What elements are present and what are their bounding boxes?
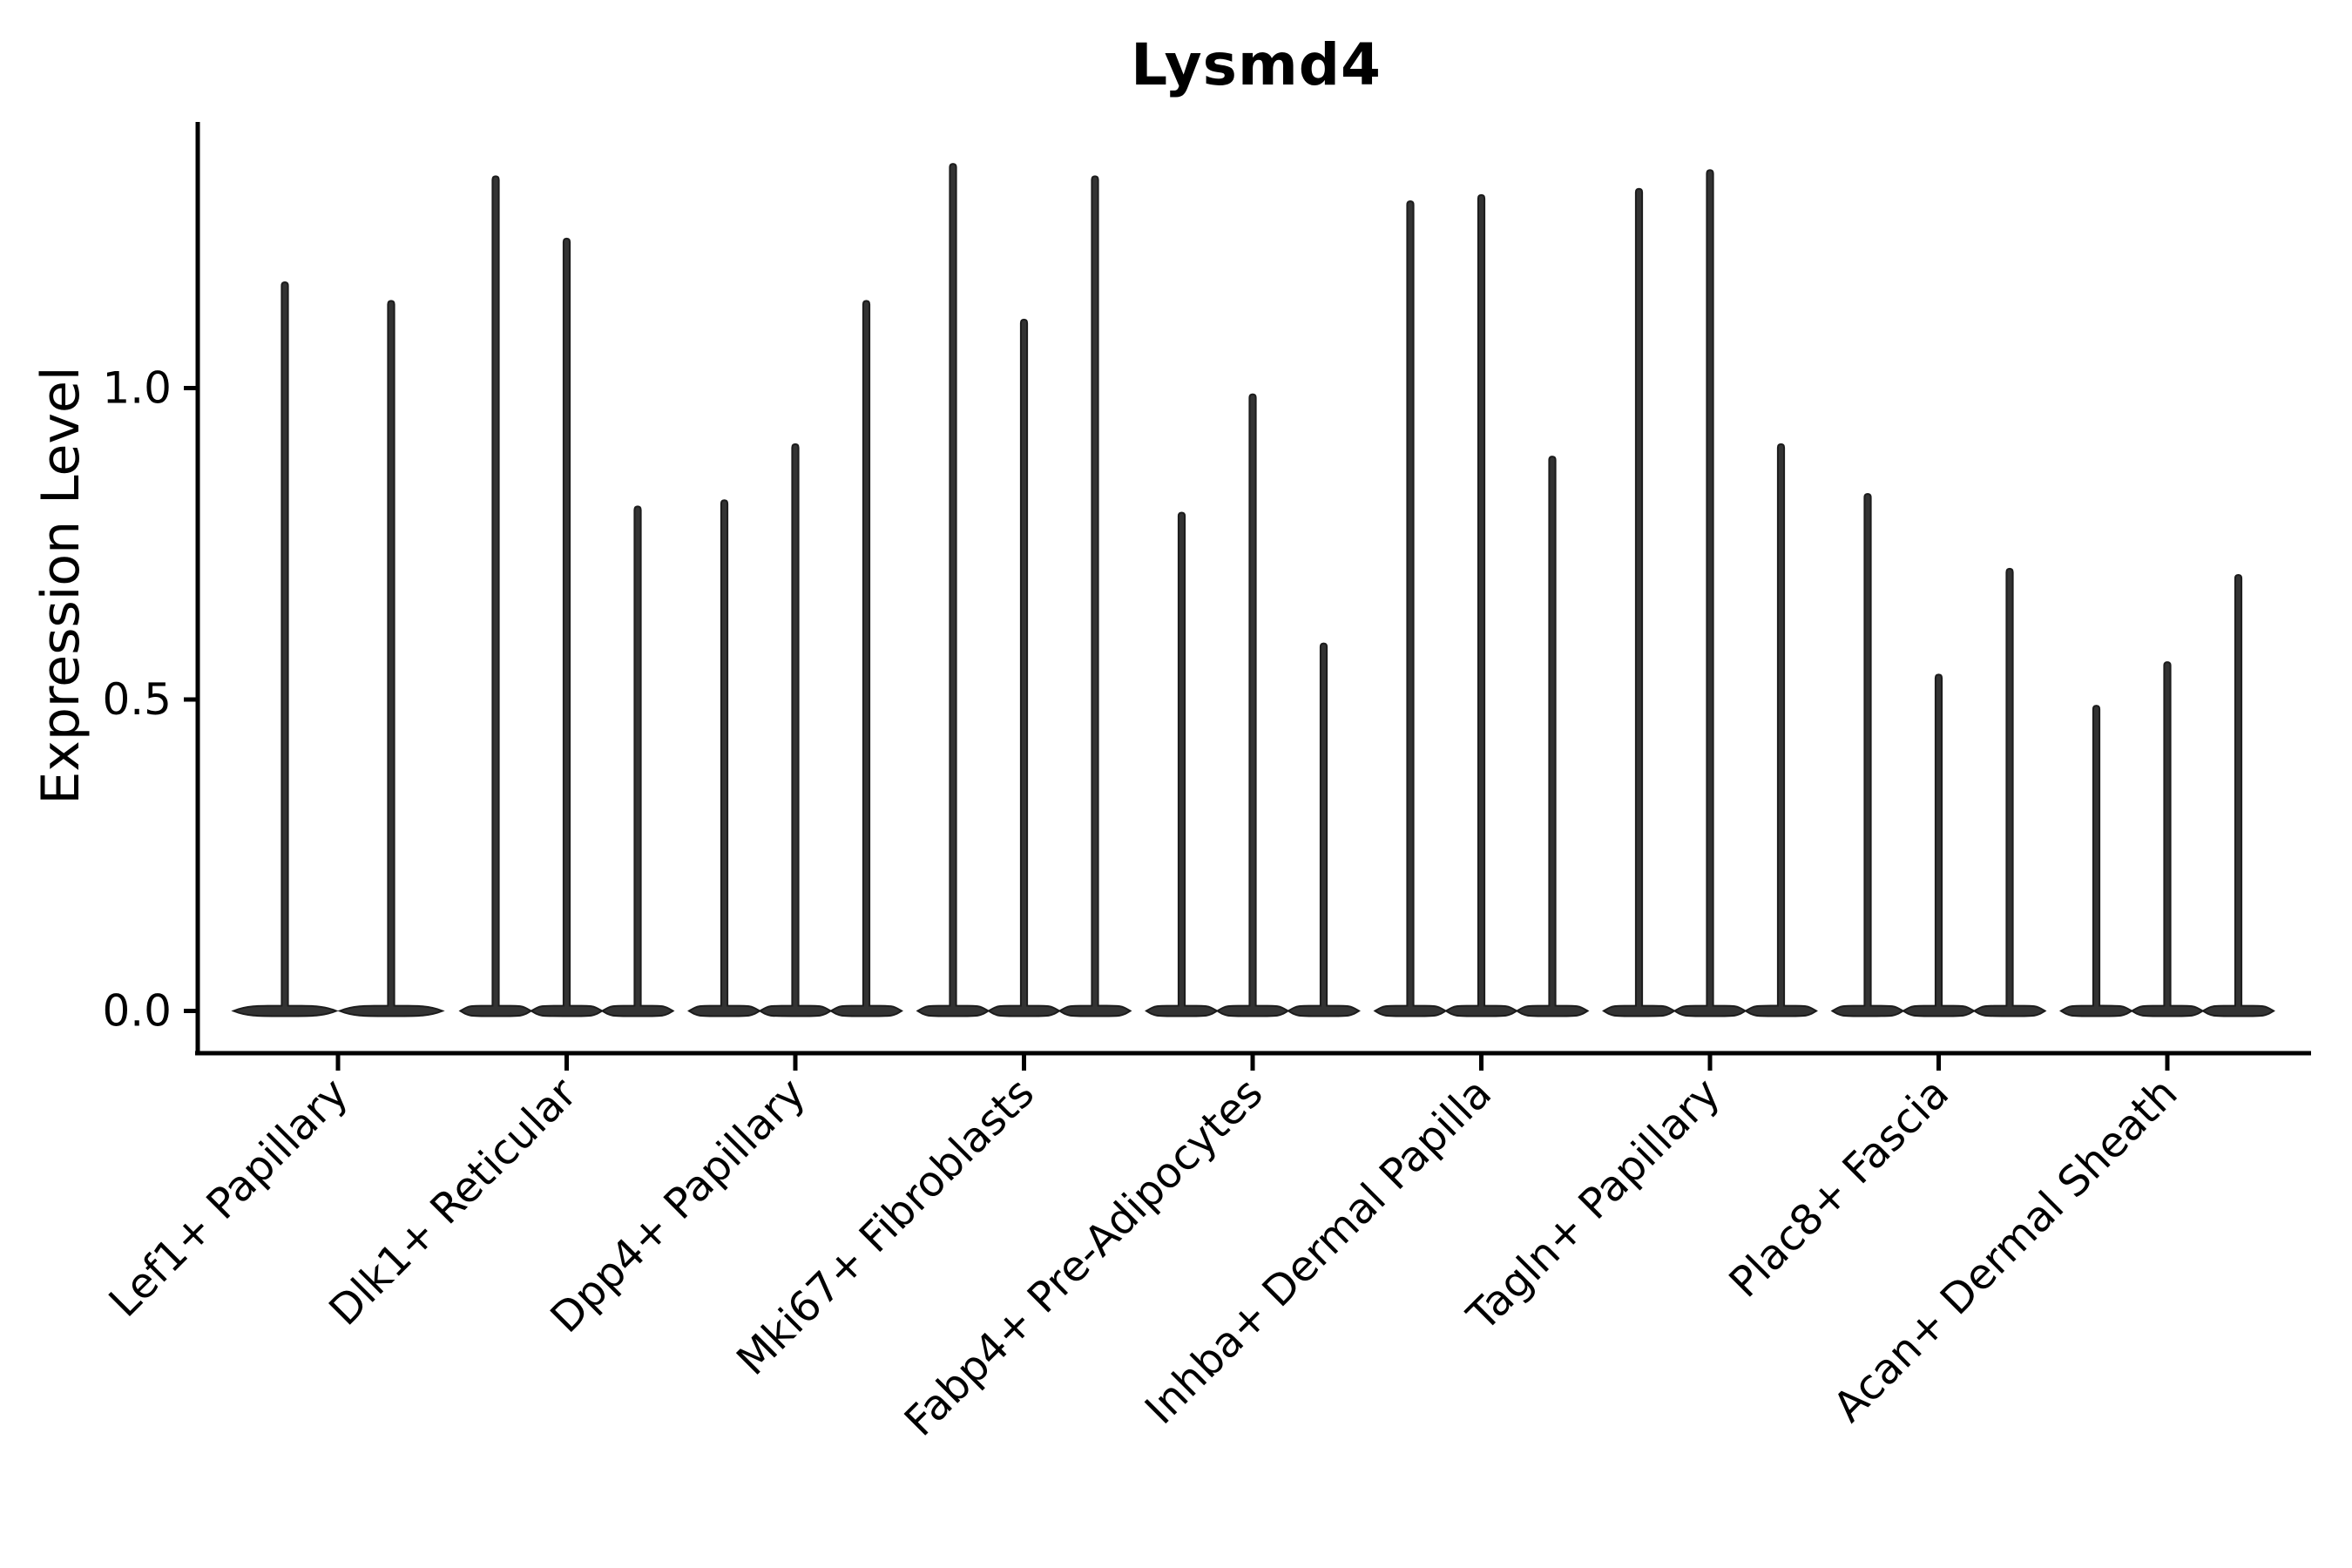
x-category-label: Plac8+ Fascia (1720, 1069, 1958, 1308)
violin-8-1 (2130, 661, 2205, 1017)
violin-1-0 (458, 175, 533, 1017)
violin-7-0 (1830, 493, 1905, 1017)
violin-4-1 (1215, 393, 1290, 1017)
violin-3-2 (1058, 175, 1132, 1017)
y-tick-label: 0.5 (102, 674, 172, 725)
y-tick-label: 0.0 (102, 986, 172, 1037)
violin-3-1 (987, 318, 1061, 1017)
violin-7-1 (1902, 673, 1976, 1017)
violin-1-2 (600, 505, 675, 1017)
y-tick-label: 1.0 (102, 363, 172, 414)
x-category-label: Lef1+ Papillary (100, 1069, 358, 1327)
violin-8-2 (2201, 573, 2275, 1017)
plot-title: Lysmd4 (1131, 31, 1382, 98)
violin-2-1 (758, 443, 833, 1017)
violin-4-2 (1287, 642, 1361, 1017)
x-category-label: Dlk1+ Reticular (320, 1069, 586, 1335)
violin-5-2 (1515, 456, 1590, 1017)
violin-3-0 (916, 163, 990, 1017)
violin-5-1 (1444, 193, 1518, 1017)
violin-1-1 (530, 237, 604, 1017)
violin-8-0 (2059, 705, 2133, 1017)
violin-2-2 (829, 300, 903, 1017)
violin-7-2 (1972, 567, 2047, 1017)
violin-6-2 (1744, 443, 1818, 1017)
violin-6-0 (1602, 187, 1676, 1017)
violin-0-1 (337, 300, 445, 1017)
violin-2-0 (687, 499, 761, 1017)
violin-6-1 (1673, 169, 1747, 1017)
x-category-label: Tagln+ Papillary (1457, 1069, 1729, 1341)
violin-4-0 (1145, 511, 1219, 1017)
violin-5-0 (1373, 199, 1448, 1017)
x-category-label: Dpp4+ Papillary (541, 1069, 814, 1342)
violin-0-0 (231, 280, 339, 1017)
